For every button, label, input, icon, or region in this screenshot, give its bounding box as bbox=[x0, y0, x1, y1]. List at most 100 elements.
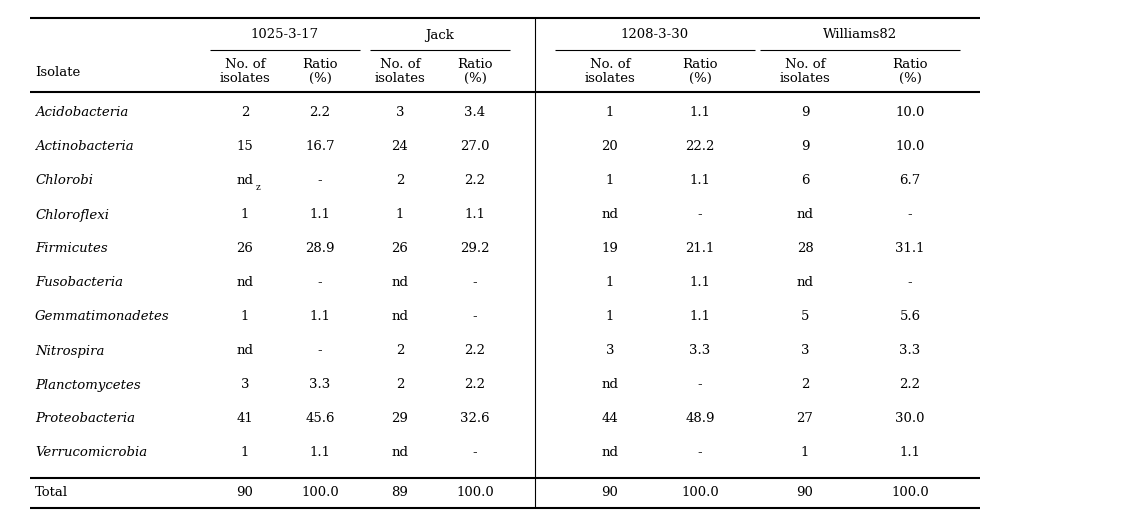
Text: 100.0: 100.0 bbox=[891, 486, 929, 499]
Text: Williams82: Williams82 bbox=[823, 29, 898, 42]
Text: 1: 1 bbox=[606, 174, 614, 187]
Text: nd: nd bbox=[392, 446, 409, 459]
Text: 24: 24 bbox=[392, 141, 409, 154]
Text: 2: 2 bbox=[396, 345, 404, 358]
Text: Ratio: Ratio bbox=[457, 59, 493, 72]
Text: 26: 26 bbox=[392, 242, 409, 255]
Text: 2.2: 2.2 bbox=[465, 378, 485, 391]
Text: (%): (%) bbox=[689, 72, 712, 85]
Text: (%): (%) bbox=[464, 72, 486, 85]
Text: -: - bbox=[318, 174, 322, 187]
Text: -: - bbox=[698, 446, 703, 459]
Text: 100.0: 100.0 bbox=[681, 486, 719, 499]
Text: -: - bbox=[698, 209, 703, 222]
Text: Total: Total bbox=[35, 486, 68, 499]
Text: 6.7: 6.7 bbox=[900, 174, 920, 187]
Text: 90: 90 bbox=[796, 486, 813, 499]
Text: 100.0: 100.0 bbox=[456, 486, 494, 499]
Text: 5.6: 5.6 bbox=[900, 310, 920, 323]
Text: 5: 5 bbox=[801, 310, 809, 323]
Text: 1: 1 bbox=[606, 277, 614, 290]
Text: Verrucomicrobia: Verrucomicrobia bbox=[35, 446, 147, 459]
Text: 29: 29 bbox=[392, 413, 409, 426]
Text: 1: 1 bbox=[240, 446, 249, 459]
Text: 1208-3-30: 1208-3-30 bbox=[621, 29, 689, 42]
Text: 3: 3 bbox=[240, 378, 249, 391]
Text: 44: 44 bbox=[601, 413, 618, 426]
Text: 3: 3 bbox=[395, 106, 404, 119]
Text: 9: 9 bbox=[801, 141, 809, 154]
Text: Chloroflexi: Chloroflexi bbox=[35, 209, 109, 222]
Text: 10.0: 10.0 bbox=[895, 106, 925, 119]
Text: nd: nd bbox=[392, 310, 409, 323]
Text: 30.0: 30.0 bbox=[895, 413, 925, 426]
Text: 31.1: 31.1 bbox=[895, 242, 925, 255]
Text: 2: 2 bbox=[396, 378, 404, 391]
Text: No. of: No. of bbox=[379, 59, 420, 72]
Text: 2.2: 2.2 bbox=[310, 106, 330, 119]
Text: 89: 89 bbox=[392, 486, 409, 499]
Text: 2: 2 bbox=[801, 378, 809, 391]
Text: nd: nd bbox=[601, 209, 618, 222]
Text: -: - bbox=[318, 345, 322, 358]
Text: Ratio: Ratio bbox=[682, 59, 718, 72]
Text: 1: 1 bbox=[396, 209, 404, 222]
Text: 1025-3-17: 1025-3-17 bbox=[251, 29, 319, 42]
Text: No. of: No. of bbox=[590, 59, 630, 72]
Text: 1: 1 bbox=[606, 310, 614, 323]
Text: Fusobacteria: Fusobacteria bbox=[35, 277, 123, 290]
Text: 1: 1 bbox=[240, 310, 249, 323]
Text: nd: nd bbox=[601, 446, 618, 459]
Text: (%): (%) bbox=[309, 72, 331, 85]
Text: Proteobacteria: Proteobacteria bbox=[35, 413, 136, 426]
Text: 1: 1 bbox=[606, 106, 614, 119]
Text: Chlorobi: Chlorobi bbox=[35, 174, 93, 187]
Text: 2.2: 2.2 bbox=[465, 174, 485, 187]
Text: isolates: isolates bbox=[220, 72, 270, 85]
Text: 9: 9 bbox=[801, 106, 809, 119]
Text: nd: nd bbox=[392, 277, 409, 290]
Text: isolates: isolates bbox=[375, 72, 425, 85]
Text: 41: 41 bbox=[237, 413, 253, 426]
Text: 1.1: 1.1 bbox=[689, 174, 711, 187]
Text: 26: 26 bbox=[237, 242, 254, 255]
Text: 28.9: 28.9 bbox=[305, 242, 335, 255]
Text: Ratio: Ratio bbox=[302, 59, 338, 72]
Text: 1.1: 1.1 bbox=[310, 209, 330, 222]
Text: 16.7: 16.7 bbox=[305, 141, 335, 154]
Text: -: - bbox=[908, 277, 912, 290]
Text: 6: 6 bbox=[801, 174, 809, 187]
Text: 1.1: 1.1 bbox=[465, 209, 485, 222]
Text: 2: 2 bbox=[240, 106, 249, 119]
Text: 3.3: 3.3 bbox=[900, 345, 920, 358]
Text: 3.4: 3.4 bbox=[465, 106, 485, 119]
Text: 21.1: 21.1 bbox=[686, 242, 714, 255]
Text: 90: 90 bbox=[237, 486, 254, 499]
Text: 1.1: 1.1 bbox=[689, 106, 711, 119]
Text: 20: 20 bbox=[601, 141, 618, 154]
Text: 19: 19 bbox=[601, 242, 618, 255]
Text: -: - bbox=[698, 378, 703, 391]
Text: nd: nd bbox=[237, 277, 254, 290]
Text: 45.6: 45.6 bbox=[305, 413, 335, 426]
Text: -: - bbox=[318, 277, 322, 290]
Text: isolates: isolates bbox=[584, 72, 636, 85]
Text: nd: nd bbox=[237, 345, 254, 358]
Text: 28: 28 bbox=[796, 242, 813, 255]
Text: isolates: isolates bbox=[779, 72, 830, 85]
Text: Isolate: Isolate bbox=[35, 66, 80, 79]
Text: 2.2: 2.2 bbox=[900, 378, 920, 391]
Text: Gemmatimonadetes: Gemmatimonadetes bbox=[35, 310, 170, 323]
Text: 2: 2 bbox=[396, 174, 404, 187]
Text: nd: nd bbox=[796, 209, 813, 222]
Text: -: - bbox=[473, 310, 477, 323]
Text: -: - bbox=[473, 277, 477, 290]
Text: 15: 15 bbox=[237, 141, 253, 154]
Text: 90: 90 bbox=[601, 486, 618, 499]
Text: 3: 3 bbox=[606, 345, 614, 358]
Text: nd: nd bbox=[237, 174, 254, 187]
Text: Firmicutes: Firmicutes bbox=[35, 242, 107, 255]
Text: 1.1: 1.1 bbox=[310, 446, 330, 459]
Text: Ratio: Ratio bbox=[892, 59, 928, 72]
Text: 3.3: 3.3 bbox=[310, 378, 330, 391]
